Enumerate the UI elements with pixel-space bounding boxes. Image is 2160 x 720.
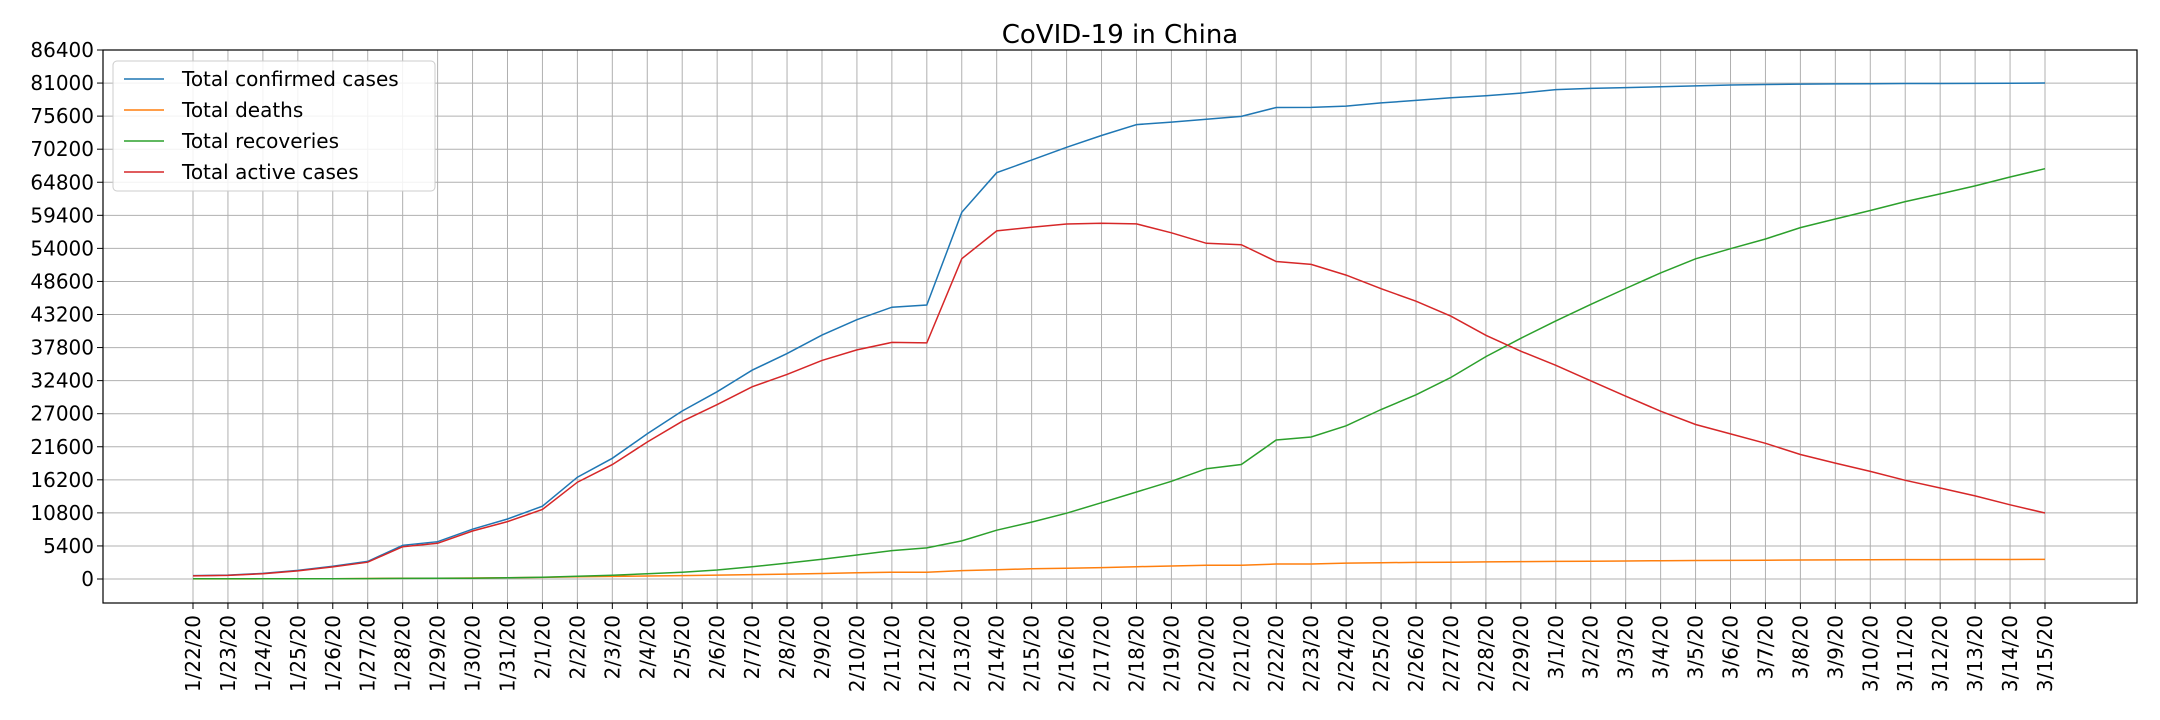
y-tick-label: 43200: [30, 303, 94, 327]
x-tick-label: 2/6/20: [705, 615, 729, 679]
x-tick-label: 2/3/20: [600, 615, 624, 679]
x-tick-label: 2/12/20: [915, 615, 939, 692]
x-tick-label: 1/24/20: [251, 615, 275, 692]
y-tick-label: 21600: [30, 435, 94, 459]
series-line-4: [192, 222, 2046, 577]
grid: [103, 49, 2137, 603]
x-tick-label: 2/4/20: [635, 615, 659, 679]
y-tick-label: 5400: [43, 534, 94, 558]
x-tick-label: 3/4/20: [1649, 615, 1673, 679]
x-tick-label: 1/28/20: [391, 615, 415, 692]
x-tick-label: 1/22/20: [181, 615, 205, 692]
x-tick-label: 1/27/20: [356, 615, 380, 692]
y-tick-label: 81000: [30, 71, 94, 95]
x-tick-label: 3/9/20: [1823, 615, 1847, 679]
x-tick-label: 2/20/20: [1194, 615, 1218, 692]
plot-area-frame: [102, 49, 2138, 604]
x-tick-label: 2/10/20: [845, 615, 869, 692]
x-tick-label: 3/1/20: [1544, 615, 1568, 679]
x-tick-label: 2/22/20: [1264, 615, 1288, 692]
x-tick-label: 2/1/20: [530, 615, 554, 679]
x-axis: 1/22/20 1/23/20 1/24/20 1/25/20 1/26/20 1/27/…: [181, 603, 2057, 692]
x-tick-label: 2/9/20: [810, 615, 834, 679]
x-tick-label: 2/15/20: [1020, 615, 1044, 692]
chart-title: CoVID-19 in China: [1002, 20, 1239, 50]
x-tick-label: 1/23/20: [216, 615, 240, 692]
y-tick-label: 27000: [30, 402, 94, 426]
x-tick-label: 3/11/20: [1893, 615, 1917, 692]
legend-label: Total deaths: [181, 98, 303, 122]
x-tick-label: 2/7/20: [740, 615, 764, 679]
x-tick-label: 3/14/20: [1998, 615, 2022, 692]
x-tick-label: 2/2/20: [565, 615, 589, 679]
x-tick-label: 2/11/20: [880, 615, 904, 692]
x-tick-label: 2/27/20: [1439, 615, 1463, 692]
x-tick-label: 3/12/20: [1928, 615, 1952, 692]
x-tick-label: 3/10/20: [1858, 615, 1882, 692]
x-tick-label: 1/29/20: [426, 615, 450, 692]
y-tick-label: 64800: [30, 170, 94, 194]
x-tick-label: 2/5/20: [670, 615, 694, 679]
y-tick-label: 54000: [30, 236, 94, 260]
x-tick-label: 2/25/20: [1369, 615, 1393, 692]
x-tick-label: 2/18/20: [1124, 615, 1148, 692]
x-tick-label: 3/7/20: [1753, 615, 1777, 679]
x-tick-label: 3/13/20: [1963, 615, 1987, 692]
series-line-3: [193, 167, 2046, 580]
legend-label: Total recoveries: [181, 129, 339, 153]
series-line-1: [192, 82, 2046, 577]
y-tick-label: 59400: [30, 203, 94, 227]
x-tick-label: 2/24/20: [1334, 615, 1358, 692]
x-tick-label: 2/13/20: [950, 615, 974, 692]
x-tick-label: 1/30/20: [461, 615, 485, 692]
legend-box: [112, 60, 436, 192]
y-tick-label: 75600: [30, 104, 94, 128]
x-tick-label: 3/15/20: [2033, 615, 2057, 692]
x-tick-label: 2/16/20: [1055, 615, 1079, 692]
y-tick-label: 32400: [30, 369, 94, 393]
x-tick-label: 2/19/20: [1159, 615, 1183, 692]
y-tick-label: 70200: [30, 137, 94, 161]
x-tick-label: 2/23/20: [1299, 615, 1323, 692]
x-tick-label: 3/6/20: [1719, 615, 1743, 679]
y-tick-label: 10800: [30, 501, 94, 525]
x-tick-label: 3/5/20: [1684, 615, 1708, 679]
y-tick-label: 16200: [30, 468, 94, 492]
x-tick-label: 2/17/20: [1090, 615, 1114, 692]
x-tick-label: 2/26/20: [1404, 615, 1428, 692]
legend: Total confirmed cases Total deaths Total r…: [112, 60, 436, 192]
x-tick-label: 3/2/20: [1579, 615, 1603, 679]
series-lines: [192, 82, 2046, 580]
x-tick-label: 2/29/20: [1509, 615, 1533, 692]
x-tick-label: 2/21/20: [1229, 615, 1253, 692]
x-tick-label: 2/14/20: [985, 615, 1009, 692]
x-tick-label: 3/8/20: [1788, 615, 1812, 679]
legend-label: Total confirmed cases: [181, 67, 399, 91]
x-tick-label: 2/28/20: [1474, 615, 1498, 692]
series-line-2: [193, 558, 2046, 580]
x-tick-label: 1/26/20: [321, 615, 345, 692]
y-axis: 0 5400 10800 16200 21600 27000 32400 37800 43200…: [30, 38, 103, 591]
y-tick-label: 37800: [30, 336, 94, 360]
x-tick-label: 1/25/20: [286, 615, 310, 692]
y-tick-label: 0: [81, 567, 94, 591]
y-tick-label: 48600: [30, 269, 94, 293]
legend-label: Total active cases: [181, 160, 359, 184]
y-tick-label: 86400: [30, 38, 94, 62]
x-tick-label: 2/8/20: [775, 615, 799, 679]
x-tick-label: 3/3/20: [1614, 615, 1638, 679]
x-tick-label: 1/31/20: [495, 615, 519, 692]
